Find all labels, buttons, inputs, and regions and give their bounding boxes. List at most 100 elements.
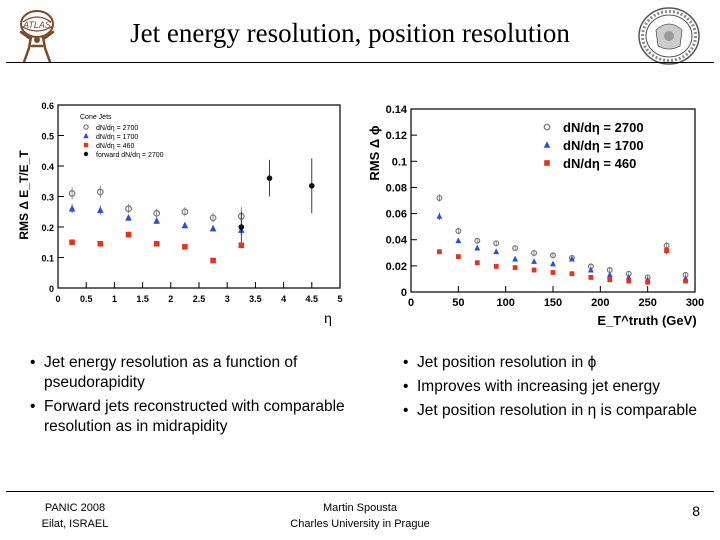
right-bullets: Jet position resolution in ϕ Improves wi…: [403, 353, 713, 425]
legend-entry: dN/dη = 460: [563, 156, 636, 171]
square-marker: [569, 271, 575, 277]
square-marker: [493, 263, 499, 269]
square-marker: [544, 160, 550, 166]
position-resolution-chart: 0 50 100 150 200 250 300 0 0.02 0.04 0.06 0.08 0.1 0.…: [367, 104, 704, 328]
legend-entry: dN/dη = 460: [96, 143, 134, 150]
square-marker: [125, 231, 132, 238]
open-circle-marker: [550, 252, 557, 259]
university-seal: [638, 7, 700, 65]
x-tick-label: 0: [408, 297, 414, 309]
bullet-item: Jet position resolution in η is comparab…: [403, 401, 713, 421]
square-marker: [474, 260, 480, 266]
legend-entry: forward dN/dη = 2700: [96, 152, 164, 159]
bullet-item: Jet energy resolution as a function of p…: [30, 353, 370, 393]
page-number: 8: [692, 503, 700, 519]
data-series: [238, 158, 315, 243]
y-tick-label: 0.04: [386, 235, 408, 247]
author-affiliation: Charles University in Prague: [290, 518, 430, 530]
x-tick-label: 250: [638, 297, 656, 309]
open-circle-marker: [83, 124, 89, 130]
x-tick-label: 100: [496, 297, 514, 309]
y-tick-label: 0.5: [41, 132, 54, 142]
data-series: [69, 231, 245, 264]
y-tick-label: 0: [49, 284, 54, 294]
x-tick-label: 3: [225, 294, 230, 304]
y-tick-label: 0.12: [386, 130, 407, 142]
y-tick-label: 0.02: [386, 261, 407, 273]
x-axis-label: η: [324, 310, 332, 326]
legend-entry: dN/dη = 2700: [563, 120, 644, 135]
y-axis-label: RMS Δ ϕ: [367, 125, 382, 180]
bullet-item: Improves with increasing jet energy: [403, 377, 713, 397]
atlas-logo-text: ATLAS: [22, 20, 51, 30]
square-marker: [437, 249, 442, 255]
x-tick-label: 0.5: [80, 294, 93, 304]
triangle-marker: [543, 141, 551, 148]
triangle-marker: [83, 132, 89, 139]
data-series: [436, 212, 689, 283]
open-circle-marker: [209, 214, 217, 222]
triangle-marker: [125, 214, 132, 221]
footer-center: Martin Spousta Charles University in Pra…: [270, 500, 450, 532]
slide-title: Jet energy resolution, position resoluti…: [130, 18, 570, 48]
triangle-marker: [436, 212, 443, 219]
square-marker: [153, 240, 160, 247]
open-circle-marker: [153, 209, 161, 217]
open-circle-marker: [512, 245, 519, 252]
x-tick-label: 150: [544, 297, 562, 309]
open-circle-marker: [531, 249, 538, 256]
triangle-marker: [97, 206, 104, 214]
y-tick-label: 0.14: [386, 104, 408, 116]
open-circle-marker: [455, 228, 462, 235]
triangle-marker: [68, 204, 76, 212]
triangle-marker: [569, 255, 575, 262]
footer-divider: [6, 491, 714, 492]
triangle-marker: [153, 217, 160, 224]
x-tick-label: 3.5: [249, 294, 262, 304]
x-tick-label: 5: [337, 294, 342, 304]
square-marker: [607, 277, 613, 283]
legend-entry: dN/dη = 1700: [563, 138, 644, 153]
y-tick-label: 0.2: [41, 223, 54, 233]
x-tick-label: 1.5: [136, 294, 149, 304]
filled-circle-marker: [238, 224, 245, 230]
open-circle-marker: [543, 123, 551, 131]
square-marker: [182, 244, 188, 250]
square-marker: [238, 242, 245, 249]
left-bullets: Jet energy resolution as a function of p…: [30, 353, 370, 441]
triangle-marker: [606, 271, 613, 278]
open-circle-marker: [96, 188, 104, 196]
triangle-marker: [625, 273, 632, 280]
y-tick-label: 0.1: [392, 156, 407, 168]
x-tick-label: 1: [112, 294, 117, 304]
y-tick-label: 0.6: [41, 101, 54, 111]
square-marker: [69, 239, 75, 246]
square-marker: [455, 254, 461, 260]
x-tick-label: 2: [168, 294, 173, 304]
square-marker: [664, 248, 669, 253]
title-divider: [6, 62, 714, 63]
triangle-marker: [531, 258, 537, 264]
triangle-marker: [181, 221, 189, 229]
triangle-marker: [587, 266, 594, 273]
footer-left: PANIC 2008 Eilat, ISRAEL: [20, 500, 130, 532]
triangle-marker: [493, 248, 500, 255]
square-marker: [210, 257, 216, 264]
triangle-marker: [512, 255, 519, 262]
square-marker: [550, 270, 556, 275]
filled-circle-marker: [266, 175, 273, 181]
filled-circle-marker: [83, 151, 89, 157]
filled-circle-marker: [309, 183, 315, 189]
open-circle-marker: [181, 208, 189, 216]
y-tick-label: 0.3: [41, 193, 54, 203]
square-marker: [683, 278, 688, 284]
y-tick-label: 0.08: [386, 182, 407, 194]
bullet-item: Forward jets reconstructed with comparab…: [30, 397, 370, 437]
triangle-marker: [455, 237, 462, 244]
legend-title: Cone Jets: [80, 114, 112, 121]
open-circle-marker: [68, 190, 76, 197]
x-tick-label: 200: [591, 297, 609, 309]
open-circle-marker: [436, 195, 443, 202]
x-tick-label: 300: [686, 297, 704, 309]
atlas-logo: ATLAS: [19, 10, 55, 64]
